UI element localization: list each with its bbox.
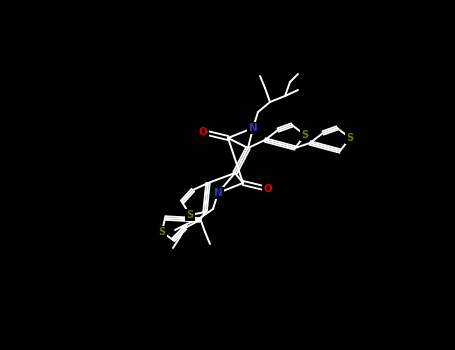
Text: O: O: [199, 127, 207, 137]
Text: S: S: [187, 210, 193, 220]
Text: N: N: [248, 123, 258, 133]
Text: S: S: [301, 130, 308, 140]
Text: O: O: [263, 184, 273, 194]
Text: S: S: [346, 133, 354, 143]
Text: S: S: [158, 227, 166, 237]
Text: N: N: [214, 188, 222, 198]
